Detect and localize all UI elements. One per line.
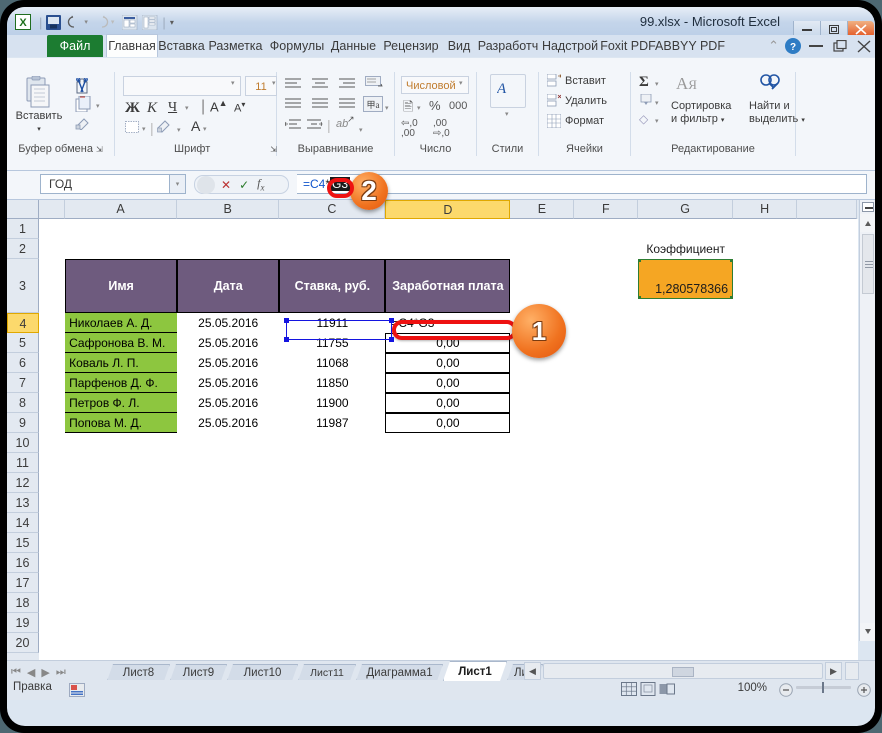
svg-text:A: A xyxy=(497,81,507,97)
svg-text:X: X xyxy=(19,17,27,29)
svg-text:甲a: 甲a xyxy=(367,100,380,110)
svg-text:?: ? xyxy=(790,42,796,53)
